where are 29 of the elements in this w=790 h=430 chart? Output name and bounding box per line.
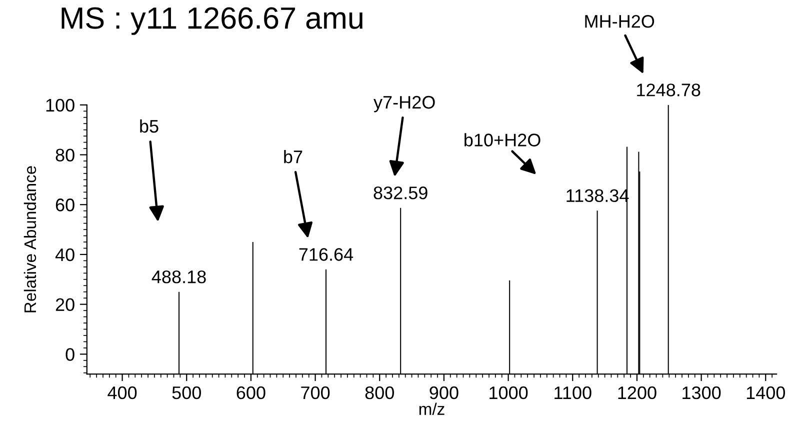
x-tick-label: 1100 (554, 386, 592, 400)
x-tick-label: 900 (430, 386, 458, 400)
x-tick-label: 600 (236, 386, 266, 400)
x-tick-label: 1000 (490, 386, 528, 400)
annotation: y7-H2O (374, 96, 435, 112)
annotation: b5 (140, 119, 158, 133)
x-tick-label: 700 (301, 386, 330, 400)
x-tick-label: 1300 (682, 386, 721, 400)
y-tick-label: 0 (66, 348, 74, 361)
x-tick-label: 1200 (618, 386, 656, 400)
annotation: b10+H2O (464, 133, 540, 146)
annotation: b7 (284, 150, 302, 164)
x-tick-label: 800 (365, 386, 394, 400)
y-tick-label: 60 (56, 198, 74, 212)
y-tick-label: 80 (56, 148, 74, 162)
annotation: 716.64 (299, 248, 354, 261)
y-tick-label: 100 (46, 98, 74, 112)
y-tick-label: 40 (55, 248, 74, 262)
x-tick-label: 400 (108, 386, 137, 400)
text: MH-H2O (585, 14, 654, 28)
chart-title: MS : y11 1266.67 amu (62, 7, 362, 35)
x-tick-label: 500 (172, 386, 201, 400)
annotation: 832.59 (374, 186, 428, 200)
y-tick-label: 20 (56, 298, 74, 312)
x-tick-label: 1400 (746, 386, 786, 400)
x-axis-title: m/z (419, 402, 444, 415)
annotation: 488.18 (152, 270, 206, 284)
y-axis-title: Relative Abundance (24, 166, 36, 312)
annotation: 1248.78 (637, 84, 700, 96)
